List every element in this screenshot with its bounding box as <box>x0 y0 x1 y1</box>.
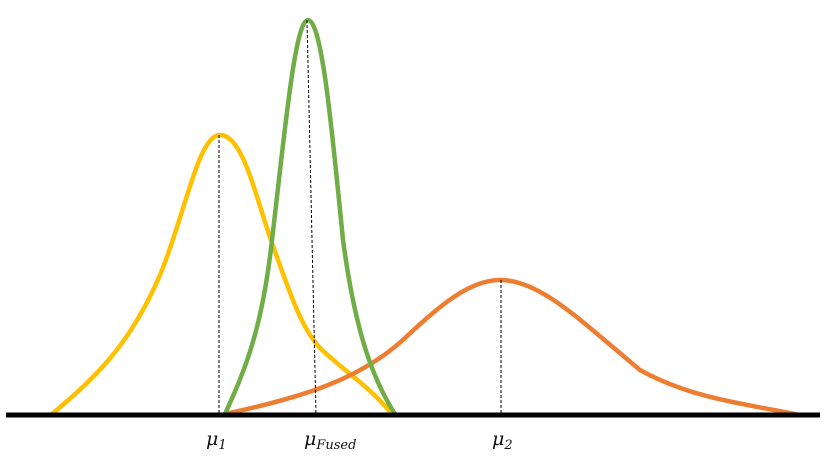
orange-distribution-curve <box>222 277 798 417</box>
green-distribution-curve <box>222 17 398 417</box>
mu2-subscript: 2 <box>504 438 513 453</box>
mufused-label: μFused <box>304 428 357 453</box>
mu1-symbol: μ <box>206 428 219 450</box>
mufused-subscript: Fused <box>316 438 357 453</box>
mu2-symbol: μ <box>492 428 505 450</box>
mufused-guide-line <box>306 19 317 415</box>
mu2-label: μ2 <box>492 428 513 453</box>
mu1-label: μ1 <box>206 428 227 453</box>
yellow-distribution-curve <box>49 132 395 417</box>
mufused-symbol: μ <box>304 428 317 450</box>
mu1-subscript: 1 <box>218 438 227 453</box>
